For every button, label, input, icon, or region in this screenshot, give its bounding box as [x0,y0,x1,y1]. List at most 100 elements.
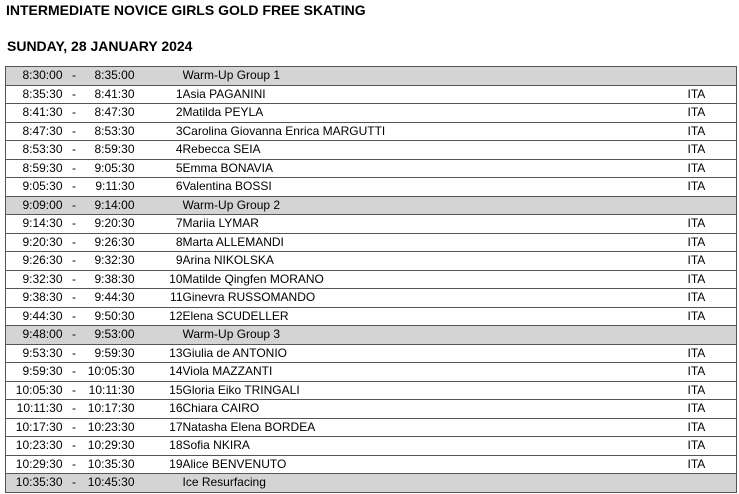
start-number: 2 [134,103,183,123]
skater-name: Matilde Qingfen MORANO [182,269,688,289]
segment-label: Warm-Up Group 1 [182,66,688,86]
skater-row: 9:20:30-9:26:30 8 Marta ALLEMANDI ITA [5,232,737,252]
time-separator: - [62,288,86,308]
nation-code [687,66,737,86]
page-title: INTERMEDIATE NOVICE GIRLS GOLD FREE SKAT… [6,2,366,18]
end-time: 9:38:30 [85,269,135,289]
end-time: 10:05:30 [85,362,135,382]
time-separator: - [62,251,86,271]
start-time: 10:23:30 [5,436,63,456]
skater-row: 9:59:30-10:05:30 14 Viola MAZZANTI ITA [5,362,737,382]
end-time: 9:32:30 [85,251,135,271]
time-separator: - [62,121,86,141]
time-separator: - [62,195,86,215]
nation-code: ITA [687,306,737,326]
skater-row: 10:11:30-10:17:30 16 Chiara CAIRO ITA [5,399,737,419]
time-separator: - [62,84,86,104]
time-separator: - [62,325,86,345]
skater-name: Ginevra RUSSOMANDO [182,288,688,308]
start-number: 12 [134,306,183,326]
nation-code: ITA [687,380,737,400]
start-time: 10:35:30 [5,473,63,493]
start-number: 9 [134,251,183,271]
time-separator: - [62,454,86,474]
end-time: 10:11:30 [85,380,135,400]
time-separator: - [62,103,86,123]
end-time: 8:59:30 [85,140,135,160]
skater-name: Elena SCUDELLER [182,306,688,326]
start-number [134,325,183,345]
nation-code: ITA [687,251,737,271]
start-time: 9:14:30 [5,214,63,234]
nation-code: ITA [687,417,737,437]
end-time: 9:44:30 [85,288,135,308]
skater-row: 9:53:30-9:59:30 13 Giulia de ANTONIO ITA [5,343,737,363]
end-time: 10:45:30 [85,473,135,493]
start-time: 9:38:30 [5,288,63,308]
end-time: 8:35:00 [85,66,135,86]
segment-label: Ice Resurfacing [182,473,688,493]
time-separator: - [62,343,86,363]
schedule-date: SUNDAY, 28 JANUARY 2024 [7,38,193,54]
start-number: 8 [134,232,183,252]
start-number: 18 [134,436,183,456]
skater-row: 9:05:30-9:11:30 6 Valentina BOSSI ITA [5,177,737,197]
start-time: 8:53:30 [5,140,63,160]
start-time: 9:59:30 [5,362,63,382]
start-number: 5 [134,158,183,178]
skater-name: Emma BONAVIA [182,158,688,178]
start-number: 3 [134,121,183,141]
skater-name: Giulia de ANTONIO [182,343,688,363]
nation-code: ITA [687,177,737,197]
skater-name: Natasha Elena BORDEA [182,417,688,437]
end-time: 10:23:30 [85,417,135,437]
start-time: 10:29:30 [5,454,63,474]
skater-name: Arina NIKOLSKA [182,251,688,271]
nation-code [687,195,737,215]
start-number: 16 [134,399,183,419]
end-time: 10:17:30 [85,399,135,419]
nation-code: ITA [687,121,737,141]
skater-row: 9:32:30-9:38:30 10 Matilde Qingfen MORANO I… [5,269,737,289]
nation-code: ITA [687,454,737,474]
skater-name: Alice BENVENUTO [182,454,688,474]
segment-label: Warm-Up Group 2 [182,195,688,215]
schedule-body: 8:30:00-8:35:00 Warm-Up Group 1 8:35:30-8:… [5,66,737,493]
skater-row: 8:47:30-8:53:30 3 Carolina Giovanna Enrica… [5,121,737,141]
start-time: 8:41:30 [5,103,63,123]
warmup-row: 9:09:00-9:14:00 Warm-Up Group 2 [5,195,737,215]
start-number: 6 [134,177,183,197]
nation-code: ITA [687,436,737,456]
start-number: 1 [134,84,183,104]
start-number: 11 [134,288,183,308]
start-time: 9:32:30 [5,269,63,289]
start-number: 17 [134,417,183,437]
end-time: 9:05:30 [85,158,135,178]
skater-row: 8:35:30-8:41:30 1 Asia PAGANINI ITA [5,84,737,104]
skater-name: Sofia NKIRA [182,436,688,456]
end-time: 10:29:30 [85,436,135,456]
start-time: 9:20:30 [5,232,63,252]
start-time: 9:26:30 [5,251,63,271]
time-separator: - [62,306,86,326]
start-number: 13 [134,343,183,363]
skater-name: Matilda PEYLA [182,103,688,123]
start-time: 9:05:30 [5,177,63,197]
warmup-row: 9:48:00-9:53:00 Warm-Up Group 3 [5,325,737,345]
skater-name: Chiara CAIRO [182,399,688,419]
start-number: 14 [134,362,183,382]
skater-row: 10:17:30-10:23:30 17 Natasha Elena BORDEA I… [5,417,737,437]
skater-row: 10:29:30-10:35:30 19 Alice BENVENUTO ITA [5,454,737,474]
start-time: 10:17:30 [5,417,63,437]
nation-code: ITA [687,343,737,363]
nation-code: ITA [687,158,737,178]
nation-code [687,473,737,493]
start-number: 7 [134,214,183,234]
skater-name: Asia PAGANINI [182,84,688,104]
time-separator: - [62,140,86,160]
skater-name: Gloria Eiko TRINGALI [182,380,688,400]
end-time: 9:20:30 [85,214,135,234]
end-time: 8:47:30 [85,103,135,123]
time-separator: - [62,473,86,493]
time-separator: - [62,214,86,234]
